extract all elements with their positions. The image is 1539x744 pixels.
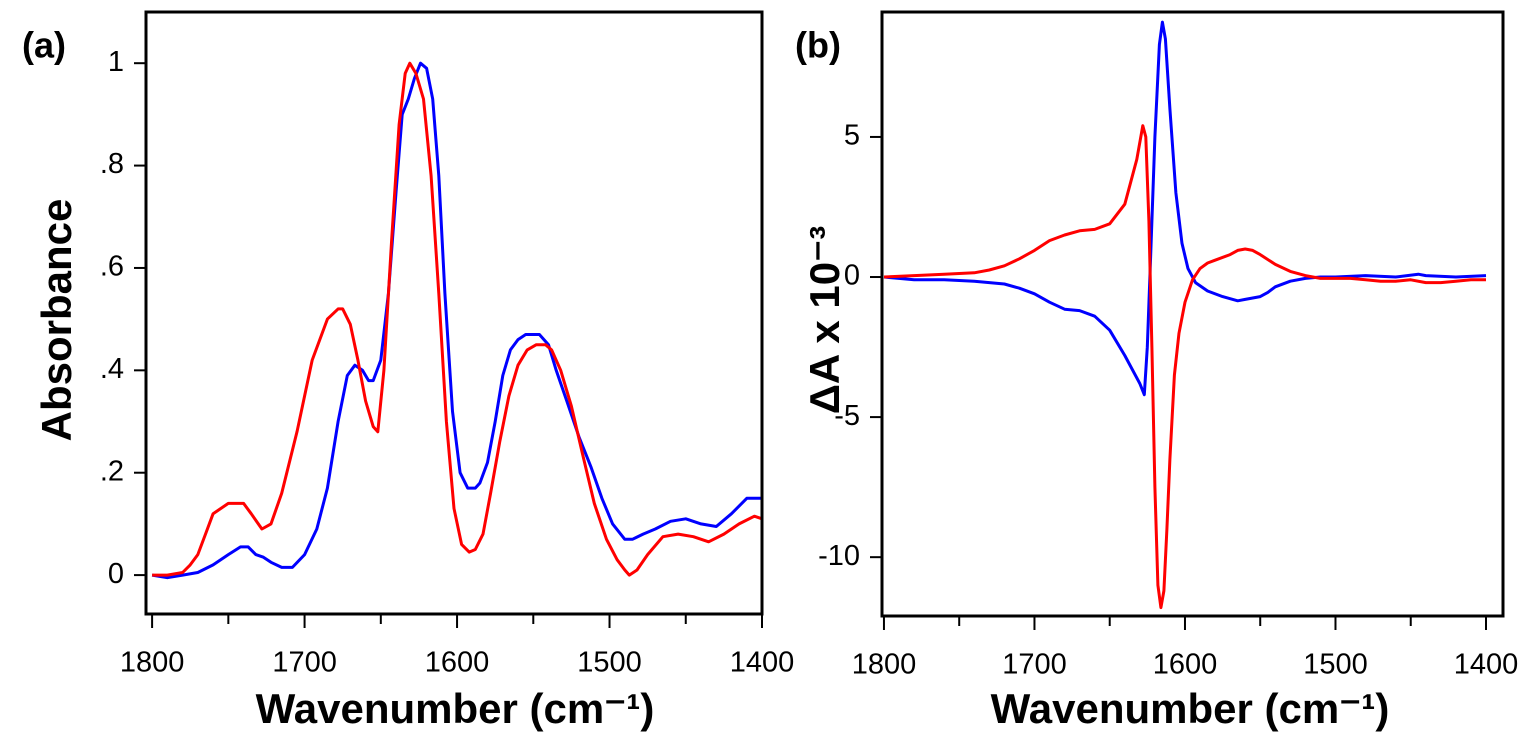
y-tick-label: .6 — [100, 251, 124, 283]
panel-label: (b) — [795, 25, 841, 66]
x-axis-label: Wavenumber (cm⁻¹) — [256, 685, 655, 732]
x-tick-label: 1800 — [852, 649, 917, 681]
y-tick-label: -5 — [834, 400, 860, 432]
x-tick-label: 1500 — [577, 647, 642, 679]
plot-frame — [144, 10, 764, 616]
x-tick-label: 1700 — [272, 647, 337, 679]
y-tick-label: -10 — [818, 540, 860, 572]
x-axis-label: Wavenumber (cm⁻¹) — [991, 685, 1390, 732]
x-tick-label: 1500 — [1303, 649, 1368, 681]
x-tick-label: 1400 — [730, 647, 795, 679]
y-tick-label: .4 — [100, 353, 124, 385]
y-axis-label: ΔA x 10⁻³ — [801, 226, 848, 415]
x-tick-label: 1600 — [425, 647, 490, 679]
x-tick-label: 1600 — [1153, 649, 1218, 681]
panel-label: (a) — [22, 25, 66, 66]
y-tick-label: 5 — [844, 120, 860, 152]
data-line — [883, 124, 1486, 610]
y-tick-label: 0 — [108, 558, 124, 590]
data-line — [883, 20, 1487, 397]
y-tick-label: 0 — [844, 260, 860, 292]
data-line — [152, 61, 763, 577]
y-tick-label: .2 — [100, 455, 124, 487]
x-tick-label: 1400 — [1454, 649, 1519, 681]
y-tick-label: .8 — [100, 148, 124, 180]
plot-frame — [880, 10, 1505, 618]
y-axis-label: Absorbance — [33, 199, 80, 442]
data-line — [151, 61, 762, 580]
y-tick-label: 1 — [108, 46, 124, 78]
x-tick-label: 1700 — [1002, 649, 1067, 681]
x-tick-label: 1800 — [120, 647, 185, 679]
